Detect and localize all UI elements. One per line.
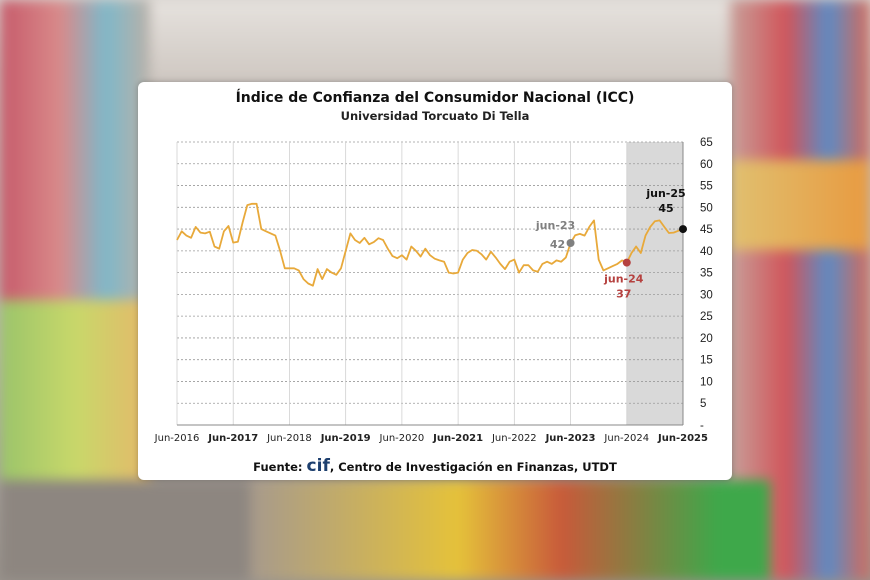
chart-title: Índice de Confianza del Consumidor Nacio… bbox=[235, 90, 635, 106]
annotation-marker bbox=[679, 225, 687, 234]
y-tick-label: 10 bbox=[700, 376, 713, 388]
annotation-date: jun-23 bbox=[535, 219, 575, 232]
annotation-value: 42 bbox=[550, 238, 565, 251]
chart-subtitle: Universidad Torcuato Di Tella bbox=[340, 109, 530, 123]
x-tick-label: Jun-2023 bbox=[545, 433, 596, 444]
x-tick-label: Jun-2024 bbox=[603, 433, 649, 444]
annotation-marker bbox=[566, 239, 575, 248]
y-tick-label: 5 bbox=[700, 398, 706, 410]
y-tick-label: 55 bbox=[700, 181, 713, 193]
chart-source: Fuente: cif, Centro de Investigación en … bbox=[138, 456, 732, 476]
x-tick-label: Jun-2021 bbox=[432, 433, 483, 444]
x-tick-label: Jun-2025 bbox=[657, 433, 708, 444]
x-tick-label: Jun-2017 bbox=[207, 433, 258, 444]
x-tick-label: Jun-2018 bbox=[266, 433, 312, 444]
y-tick-label: 20 bbox=[700, 333, 713, 345]
x-tick-label: Jun-2016 bbox=[154, 433, 200, 444]
x-tick-label: Jun-2019 bbox=[320, 433, 371, 444]
annotation-date: jun-25 bbox=[645, 187, 685, 200]
annotation-date: jun-24 bbox=[603, 273, 644, 286]
annotation-value: 45 bbox=[658, 202, 673, 215]
y-tick-label: 40 bbox=[700, 246, 713, 258]
source-text: , Centro de Investigación en Finanzas, U… bbox=[329, 460, 617, 474]
y-tick-label: 50 bbox=[700, 202, 713, 214]
x-tick-label: Jun-2022 bbox=[491, 433, 537, 444]
y-tick-label: 65 bbox=[700, 137, 713, 149]
x-tick-label: Jun-2020 bbox=[379, 433, 425, 444]
y-tick-label: 30 bbox=[700, 289, 713, 301]
y-tick-label: 35 bbox=[700, 268, 713, 280]
y-tick-label: 45 bbox=[700, 224, 713, 236]
y-tick-label: - bbox=[700, 420, 704, 432]
shaded-period bbox=[626, 142, 683, 425]
source-prefix: Fuente: bbox=[253, 460, 303, 474]
cif-logo: cif bbox=[306, 456, 330, 476]
series-line-icc bbox=[176, 202, 684, 287]
y-tick-label: 60 bbox=[700, 159, 713, 171]
annotation-marker bbox=[622, 258, 631, 267]
y-tick-label: 25 bbox=[700, 311, 713, 323]
y-tick-label: 15 bbox=[700, 355, 713, 367]
annotation-value: 37 bbox=[616, 288, 631, 301]
